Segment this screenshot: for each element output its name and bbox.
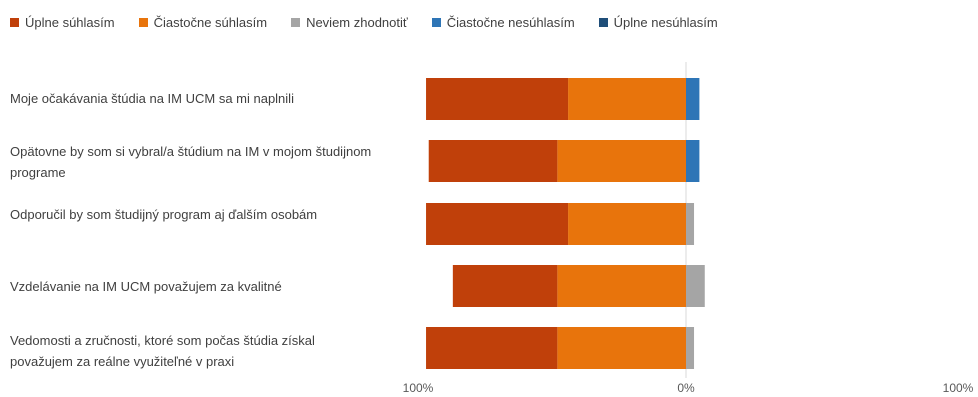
x-tick-label-1: 100% — [403, 381, 434, 395]
category-label-expectations: Moje očakávania štúdia na IM UCM sa mi n… — [10, 91, 294, 106]
legend-item-uplne-nesuhlasim: Úplne nesúhlasím — [598, 14, 718, 30]
x-axis-ticks: 100% 0% 100% — [403, 381, 974, 395]
legend-swatch-ciastocne-nesuhlasim — [431, 17, 441, 27]
legend-swatch-uplne-suhlasim — [10, 17, 19, 27]
category-label-choose-again: Opätovne by som si vybral/a štúdium na I… — [10, 144, 372, 180]
bar-uplne-suhlasim-row-5 — [426, 327, 558, 369]
legend-swatch-neviem-zhodnotit — [291, 17, 301, 27]
bar-ciastocne-suhlasim-row-1 — [568, 78, 686, 120]
legend-swatch-uplne-nesuhlasim — [598, 17, 608, 27]
x-tick-label-3: 100% — [943, 381, 974, 395]
legend-swatch-ciastocne-suhlasim — [138, 17, 148, 27]
legend-label-ciastocne-suhlasim: Čiastočne súhlasím — [153, 14, 268, 30]
legend-label-ciastocne-nesuhlasim: Čiastočne nesúhlasím — [446, 14, 575, 30]
category-label-quality: Vzdelávanie na IM UCM považujem za kvali… — [10, 279, 282, 294]
bar-ciastocne-suhlasim-row-5 — [557, 327, 686, 369]
category-label-recommend: Odporučil by som študijný program aj ďal… — [10, 207, 318, 222]
bar-neviem-zhodnotit-row-3 — [686, 203, 695, 245]
bar-ciastocne-nesuhlasim-row-2 — [686, 140, 700, 182]
bar-ciastocne-suhlasim-row-3 — [568, 203, 686, 245]
legend-label-uplne-suhlasim: Úplne súhlasím — [25, 14, 115, 30]
bar-ciastocne-suhlasim-row-2 — [557, 140, 686, 182]
bar-ciastocne-nesuhlasim-row-1 — [686, 78, 700, 120]
bar-neviem-zhodnotit-row-4 — [686, 265, 705, 307]
category-label-practical-use: Vedomosti a zručnosti, ktoré som počas š… — [10, 333, 315, 369]
bar-ciastocne-suhlasim-row-4 — [557, 265, 686, 307]
legend-item-neviem-zhodnotit: Neviem zhodnotiť — [291, 15, 408, 30]
bar-uplne-suhlasim-row-3 — [426, 203, 569, 245]
legend-item-uplne-suhlasim: Úplne súhlasím — [10, 15, 115, 30]
legend-label-uplne-nesuhlasim: Úplne nesúhlasím — [613, 14, 718, 30]
x-tick-label-2: 0% — [677, 381, 695, 395]
legend-item-ciastocne-suhlasim: Čiastočne súhlasím — [138, 14, 268, 30]
legend-label-neviem-zhodnotit: Neviem zhodnotiť — [306, 14, 408, 30]
bar-neviem-zhodnotit-row-5 — [686, 327, 695, 369]
chart-legend: Úplne súhlasím Čiastočne súhlasím Neviem… — [10, 10, 718, 34]
bars-group — [426, 78, 705, 369]
bar-uplne-suhlasim-row-2 — [428, 140, 558, 182]
bar-uplne-suhlasim-row-1 — [426, 78, 569, 120]
bar-uplne-suhlasim-row-4 — [452, 265, 558, 307]
legend-item-ciastocne-nesuhlasim: Čiastočne nesúhlasím — [431, 14, 575, 30]
